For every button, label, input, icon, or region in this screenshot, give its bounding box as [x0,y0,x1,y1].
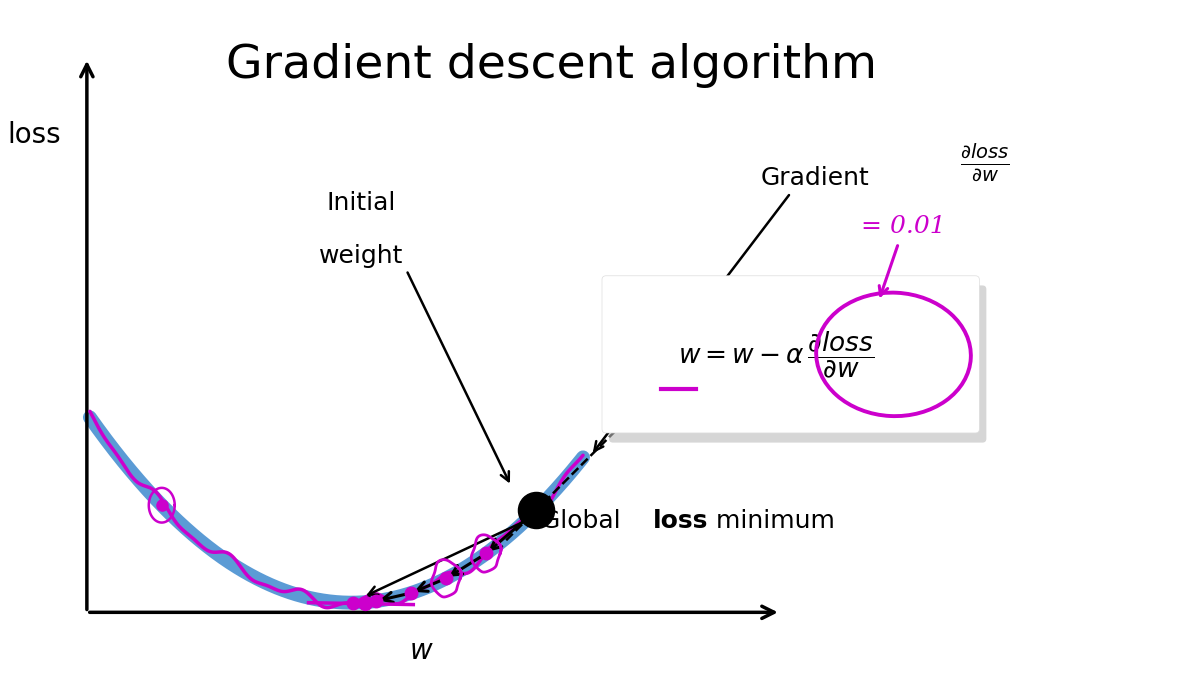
Text: Global: Global [541,509,629,533]
Text: weight: weight [319,244,403,267]
FancyBboxPatch shape [608,286,986,443]
Text: loss: loss [7,121,61,149]
Text: = 0.01: = 0.01 [862,215,946,238]
Text: $\frac{\partial\mathit{loss}}{\partial w}$: $\frac{\partial\mathit{loss}}{\partial w… [960,141,1010,183]
Text: Initial: Initial [326,190,396,215]
Text: minimum: minimum [708,509,835,533]
Text: loss: loss [653,509,708,533]
FancyBboxPatch shape [602,276,979,433]
Text: $w = w - \alpha\,\dfrac{\partial\mathit{loss}}{\partial w}$: $w = w - \alpha\,\dfrac{\partial\mathit{… [678,329,874,379]
Text: w: w [410,637,433,665]
Text: Gradient: Gradient [761,167,870,190]
Text: Gradient descent algorithm: Gradient descent algorithm [226,43,876,88]
